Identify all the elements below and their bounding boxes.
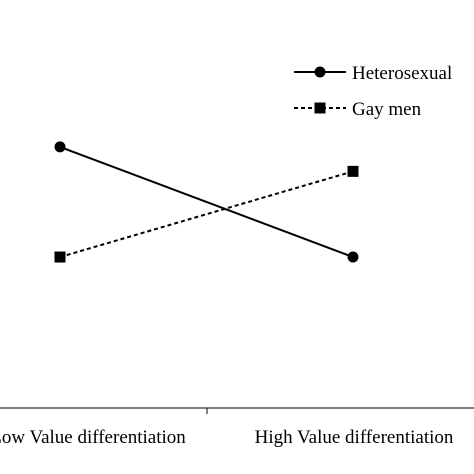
data-point <box>347 251 359 263</box>
legend-marker <box>314 66 326 78</box>
data-point <box>54 251 66 263</box>
x-axis: Low Value differentiation High Value diff… <box>0 407 474 448</box>
legend-label: Gay men <box>352 99 422 120</box>
legend-marker <box>314 102 326 114</box>
legend-label: Heterosexual <box>352 63 452 84</box>
series-line <box>59 145 354 258</box>
legend: Heterosexual Gay men <box>294 63 452 120</box>
data-point <box>54 141 66 153</box>
data-point <box>347 165 359 177</box>
plot-area <box>54 141 359 263</box>
series-line <box>59 170 354 258</box>
x-tick-label: High Value differentiation <box>255 427 454 448</box>
x-tick-label: Low Value differentiation <box>0 427 186 448</box>
